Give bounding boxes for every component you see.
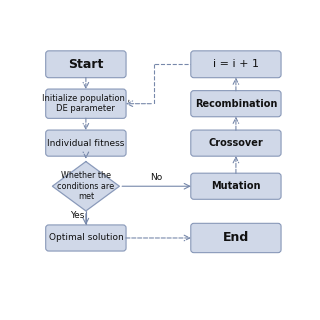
Text: Crossover: Crossover bbox=[209, 138, 263, 148]
Text: Initialize population ,
DE parameter: Initialize population , DE parameter bbox=[42, 94, 130, 113]
Text: Yes: Yes bbox=[70, 211, 84, 220]
FancyBboxPatch shape bbox=[46, 130, 126, 156]
Text: No: No bbox=[150, 173, 163, 182]
FancyBboxPatch shape bbox=[191, 130, 281, 156]
Text: i = i + 1: i = i + 1 bbox=[213, 59, 259, 69]
Text: Optimal solution: Optimal solution bbox=[49, 234, 123, 243]
Polygon shape bbox=[52, 162, 119, 211]
FancyBboxPatch shape bbox=[46, 89, 126, 118]
FancyBboxPatch shape bbox=[46, 225, 126, 251]
Text: Mutation: Mutation bbox=[211, 181, 261, 191]
FancyBboxPatch shape bbox=[46, 51, 126, 78]
FancyBboxPatch shape bbox=[191, 51, 281, 78]
Text: Start: Start bbox=[68, 58, 104, 71]
FancyBboxPatch shape bbox=[191, 91, 281, 117]
Text: Recombination: Recombination bbox=[195, 99, 277, 109]
FancyBboxPatch shape bbox=[191, 223, 281, 253]
Text: End: End bbox=[223, 231, 249, 244]
Text: Individual fitness: Individual fitness bbox=[47, 139, 124, 148]
Text: Whether the
conditions are
met: Whether the conditions are met bbox=[57, 171, 115, 201]
FancyBboxPatch shape bbox=[191, 173, 281, 199]
